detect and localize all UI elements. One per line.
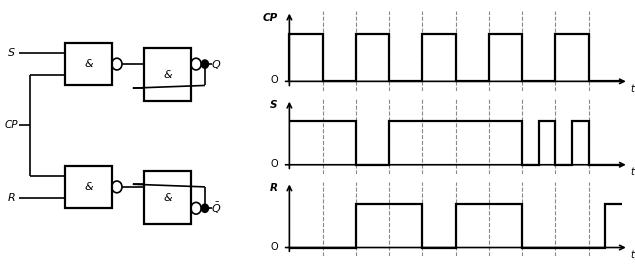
Text: &: & xyxy=(84,59,93,69)
Text: R: R xyxy=(270,183,277,193)
Bar xyxy=(65,166,112,208)
Text: &: & xyxy=(163,70,172,80)
Text: S: S xyxy=(8,48,15,58)
Bar xyxy=(144,48,191,101)
Text: S: S xyxy=(271,100,277,110)
Text: $t$: $t$ xyxy=(631,83,635,95)
Text: R: R xyxy=(8,193,15,203)
Text: CP: CP xyxy=(5,120,18,131)
Text: $t$: $t$ xyxy=(631,165,635,177)
Text: $Q$: $Q$ xyxy=(211,58,222,70)
Text: CP: CP xyxy=(262,13,277,23)
Text: $t$: $t$ xyxy=(631,248,635,260)
Text: $\bar{Q}$: $\bar{Q}$ xyxy=(211,201,222,216)
Text: O: O xyxy=(270,159,277,169)
Circle shape xyxy=(201,204,208,212)
Circle shape xyxy=(201,60,208,68)
Text: &: & xyxy=(163,193,172,203)
Bar xyxy=(65,43,112,85)
Bar xyxy=(144,171,191,224)
Text: O: O xyxy=(270,242,277,252)
Text: O: O xyxy=(270,75,277,85)
Text: &: & xyxy=(84,182,93,192)
